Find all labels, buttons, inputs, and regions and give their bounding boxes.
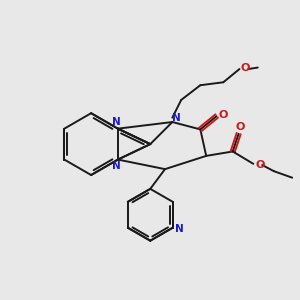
Text: N: N xyxy=(112,117,121,127)
Text: O: O xyxy=(236,122,245,132)
Text: O: O xyxy=(255,160,265,170)
Text: N: N xyxy=(175,224,184,234)
Text: N: N xyxy=(172,113,181,124)
Text: O: O xyxy=(241,63,250,73)
Text: O: O xyxy=(218,110,228,120)
Text: N: N xyxy=(112,161,121,171)
